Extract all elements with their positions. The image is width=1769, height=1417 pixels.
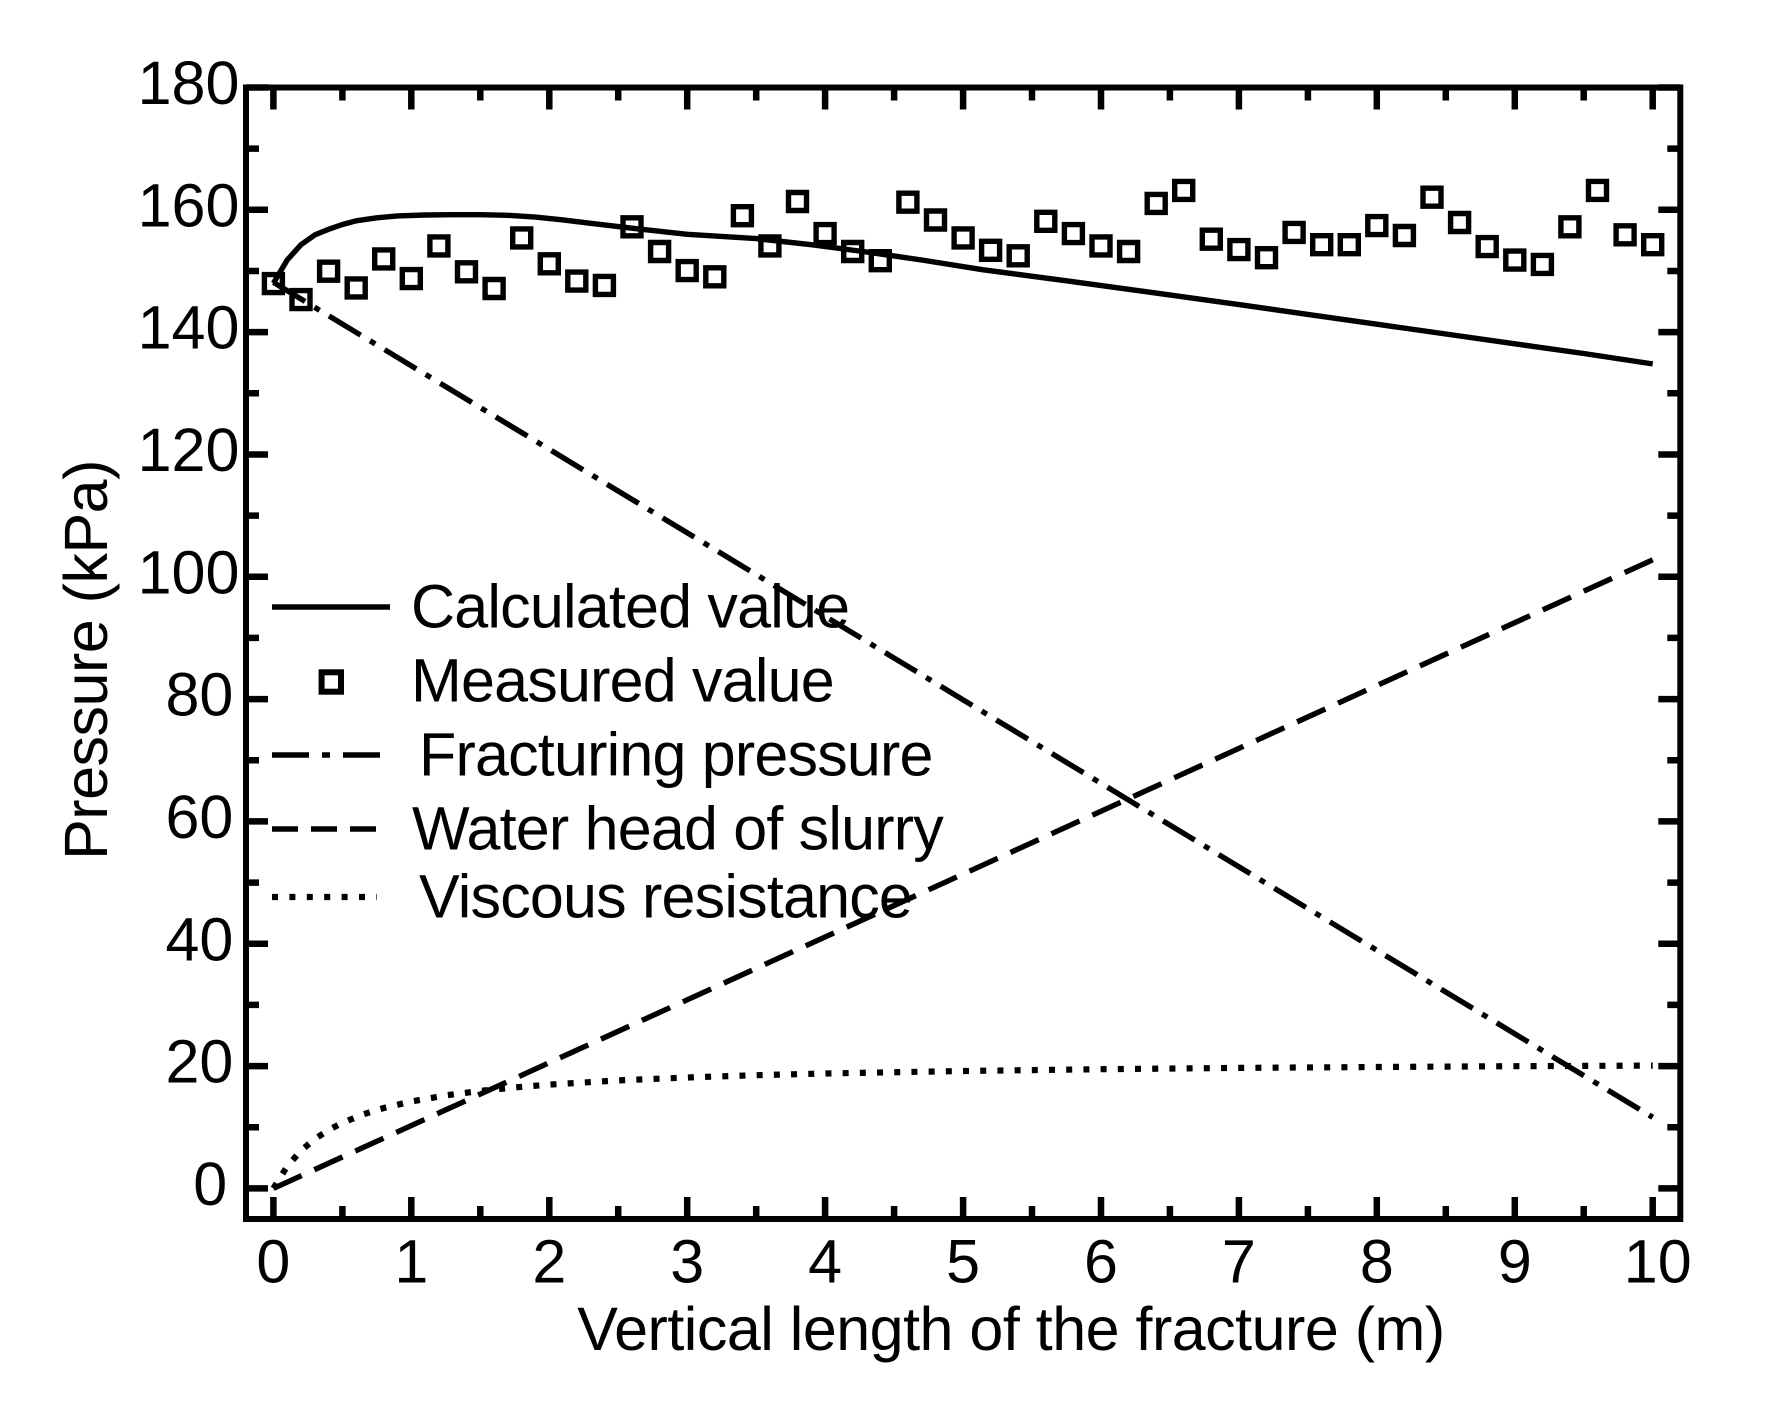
- svg-text:80: 80: [165, 661, 233, 729]
- svg-text:9: 9: [1498, 1228, 1532, 1296]
- svg-text:8: 8: [1360, 1228, 1394, 1296]
- svg-text:100: 100: [138, 538, 240, 606]
- svg-text:140: 140: [138, 294, 240, 362]
- svg-text:Pressure (kPa): Pressure (kPa): [52, 460, 120, 860]
- svg-text:Measured value: Measured value: [411, 647, 834, 715]
- svg-text:60: 60: [165, 783, 233, 851]
- svg-text:2: 2: [532, 1228, 566, 1296]
- svg-text:4: 4: [808, 1228, 842, 1296]
- svg-text:6: 6: [1084, 1228, 1118, 1296]
- svg-text:0: 0: [256, 1228, 290, 1296]
- svg-text:0: 0: [193, 1150, 227, 1218]
- svg-text:Vertical length of the fractur: Vertical length of the fracture (m): [577, 1295, 1444, 1363]
- svg-text:1: 1: [394, 1228, 428, 1296]
- svg-text:40: 40: [165, 905, 233, 973]
- svg-text:Fracturing pressure: Fracturing pressure: [419, 721, 933, 789]
- svg-text:180: 180: [138, 49, 240, 117]
- svg-text:3: 3: [670, 1228, 704, 1296]
- svg-text:120: 120: [138, 416, 240, 484]
- svg-text:Water head of slurry: Water head of slurry: [412, 795, 944, 863]
- svg-text:160: 160: [138, 171, 240, 239]
- svg-text:7: 7: [1222, 1228, 1256, 1296]
- svg-text:5: 5: [946, 1228, 980, 1296]
- svg-text:10: 10: [1624, 1228, 1692, 1296]
- svg-text:Viscous resistance: Viscous resistance: [419, 863, 912, 931]
- svg-text:Calculated value: Calculated value: [411, 573, 849, 641]
- svg-text:20: 20: [165, 1028, 233, 1096]
